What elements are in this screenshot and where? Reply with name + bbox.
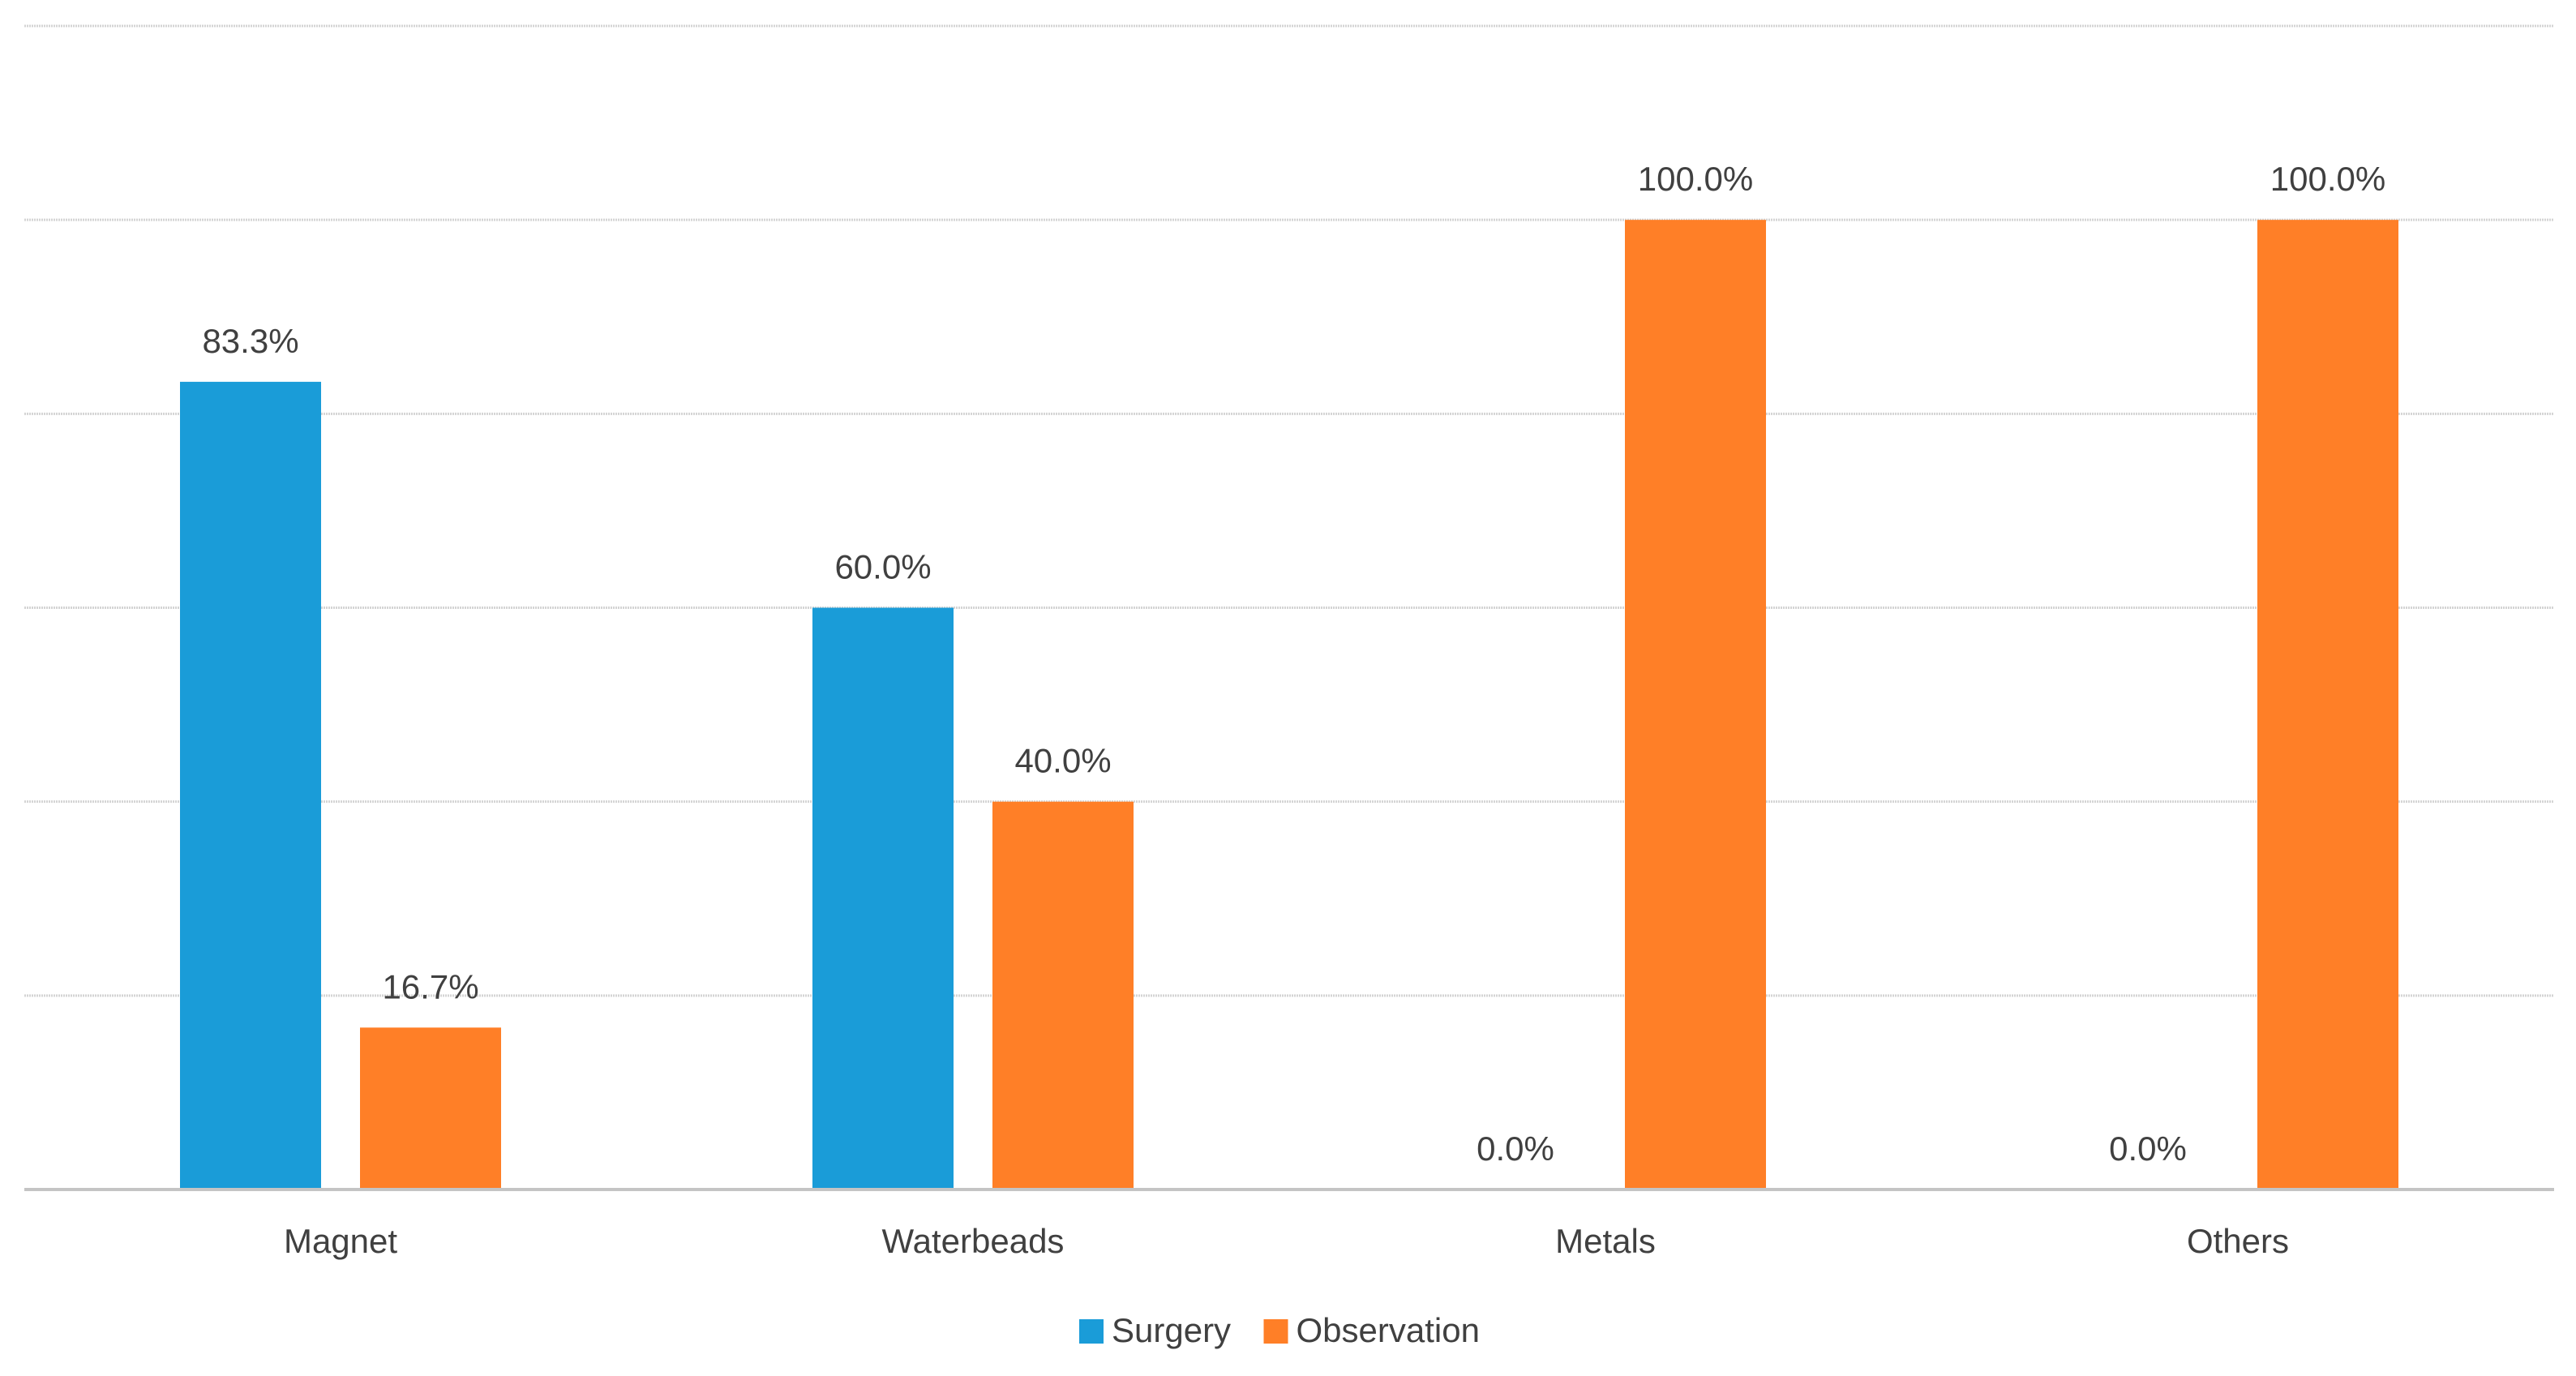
data-label-surgery-others: 0.0% [2109, 1130, 2187, 1168]
x-tick-label-magnet: Magnet [284, 1222, 397, 1260]
data-label-observation-others: 100.0% [2270, 160, 2385, 198]
bar-observation-waterbeads [992, 801, 1134, 1190]
legend-label-observation: Observation [1297, 1311, 1480, 1349]
legend-swatch-surgery [1079, 1319, 1104, 1344]
x-axis: Magnet Waterbeads Metals Others [24, 1188, 2554, 1260]
data-label-observation-magnet: 16.7% [382, 967, 478, 1005]
bar-observation-magnet [360, 1027, 501, 1190]
data-label-surgery-magnet: 83.3% [202, 322, 298, 360]
legend-swatch-observation [1263, 1319, 1288, 1344]
legend-item-observation: Observation [1263, 1311, 1480, 1349]
x-tick-label-metals: Metals [1555, 1222, 1656, 1260]
bar-observation-metals [1625, 220, 1766, 1190]
legend: Surgery Observation [1079, 1311, 1480, 1349]
x-tick-label-waterbeads: Waterbeads [882, 1222, 1065, 1260]
x-tick-label-others: Others [2187, 1222, 2289, 1260]
data-labels: 83.3% 16.7% 60.0% 40.0% 0.0% 100.0% 0.0% 100.0% [202, 160, 2385, 1168]
bar-surgery-waterbeads [812, 607, 954, 1190]
bars [180, 220, 2398, 1190]
legend-item-surgery: Surgery [1079, 1311, 1231, 1349]
bar-surgery-magnet [180, 381, 321, 1190]
data-label-surgery-waterbeads: 60.0% [834, 548, 931, 586]
bar-observation-others [2257, 220, 2398, 1190]
data-label-surgery-metals: 0.0% [1477, 1130, 1554, 1168]
data-label-observation-metals: 100.0% [1638, 160, 1753, 198]
legend-label-surgery: Surgery [1112, 1311, 1231, 1349]
data-label-observation-waterbeads: 40.0% [1014, 742, 1111, 780]
gridlines [24, 24, 2554, 997]
